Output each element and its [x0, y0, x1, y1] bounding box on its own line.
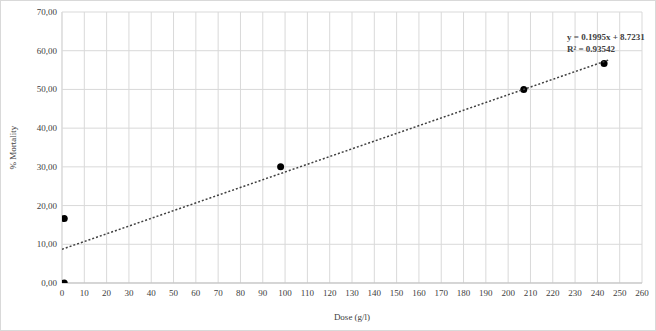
y-tick-label: 70,00	[37, 7, 58, 17]
x-tick-label: 220	[546, 288, 560, 298]
x-tick-label: 30	[124, 288, 134, 298]
x-tick-label: 70	[214, 288, 224, 298]
x-grid-line	[329, 12, 330, 283]
x-tick-label: 140	[368, 288, 382, 298]
x-grid-line	[352, 12, 353, 283]
x-grid-line	[463, 12, 464, 283]
annotation: y = 0.1995x + 8.7231	[567, 32, 645, 42]
marks	[62, 60, 609, 283]
x-grid-line	[173, 12, 174, 283]
x-grid-line	[62, 12, 63, 283]
y-grid-line	[62, 283, 642, 284]
x-tick-label: 20	[102, 288, 112, 298]
y-tick-label: 30,00	[37, 162, 58, 172]
trendline	[62, 60, 609, 249]
y-tick-label: 20,00	[37, 201, 58, 211]
x-grid-line	[619, 12, 620, 283]
x-tick-label: 200	[501, 288, 515, 298]
x-grid-line	[195, 12, 196, 283]
x-tick-label: 150	[390, 288, 404, 298]
y-tick-label: 50,00	[37, 84, 58, 94]
x-tick-label: 210	[524, 288, 538, 298]
y-axis-title: % Mortality	[8, 125, 18, 169]
point	[277, 163, 284, 170]
x-grid-line	[307, 12, 308, 283]
x-grid-line	[396, 12, 397, 283]
x-tick-label: 120	[323, 288, 337, 298]
x-grid-line	[84, 12, 85, 283]
x-grid-line	[485, 12, 486, 283]
x-grid-line	[218, 12, 219, 283]
x-tick-label: 60	[191, 288, 201, 298]
x-tick-label: 80	[236, 288, 246, 298]
x-grid-line	[508, 12, 509, 283]
x-grid-line	[262, 12, 263, 283]
x-tick-label: 250	[613, 288, 627, 298]
x-grid-line	[441, 12, 442, 283]
x-grid-line	[285, 12, 286, 283]
x-tick-label: 10	[80, 288, 90, 298]
x-tick-label: 170	[434, 288, 448, 298]
x-tick-label: 180	[457, 288, 471, 298]
x-axis-line	[62, 283, 642, 284]
x-tick-label: 0	[60, 288, 65, 298]
x-tick-label: 50	[169, 288, 179, 298]
y-tick-label: 60,00	[37, 46, 58, 56]
y-tick-label: 0,00	[41, 278, 57, 288]
x-tick-label: 240	[591, 288, 605, 298]
x-grid-line	[374, 12, 375, 283]
x-tick-label: 230	[568, 288, 582, 298]
y-tick-label: 10,00	[37, 239, 58, 249]
x-grid-line	[128, 12, 129, 283]
x-grid-line	[642, 12, 643, 283]
chart: 0,00 10,00 20,00 30,00 40,00 50,00 60,00 70,00 0…	[0, 0, 656, 331]
x-tick-label: 90	[258, 288, 268, 298]
x-tick-label: 260	[635, 288, 649, 298]
point	[62, 280, 68, 284]
y-tick-label: 40,00	[37, 123, 58, 133]
point	[62, 215, 68, 222]
annotation: R² = 0.93542	[567, 44, 616, 54]
x-grid-line	[106, 12, 107, 283]
x-axis-title: Dose (g/l)	[334, 312, 370, 322]
x-tick-label: 160	[412, 288, 426, 298]
x-grid-line	[151, 12, 152, 283]
x-grid-line	[530, 12, 531, 283]
y-axis-line	[62, 12, 63, 283]
x-grid-line	[552, 12, 553, 283]
x-tick-label: 40	[147, 288, 157, 298]
x-tick-label: 130	[345, 288, 359, 298]
x-tick-label: 100	[278, 288, 292, 298]
chart-border	[1, 1, 656, 331]
x-grid-line	[240, 12, 241, 283]
x-tick-label: 190	[479, 288, 493, 298]
x-tick-label: 110	[301, 288, 315, 298]
x-grid-line	[418, 12, 419, 283]
grid	[62, 12, 642, 283]
